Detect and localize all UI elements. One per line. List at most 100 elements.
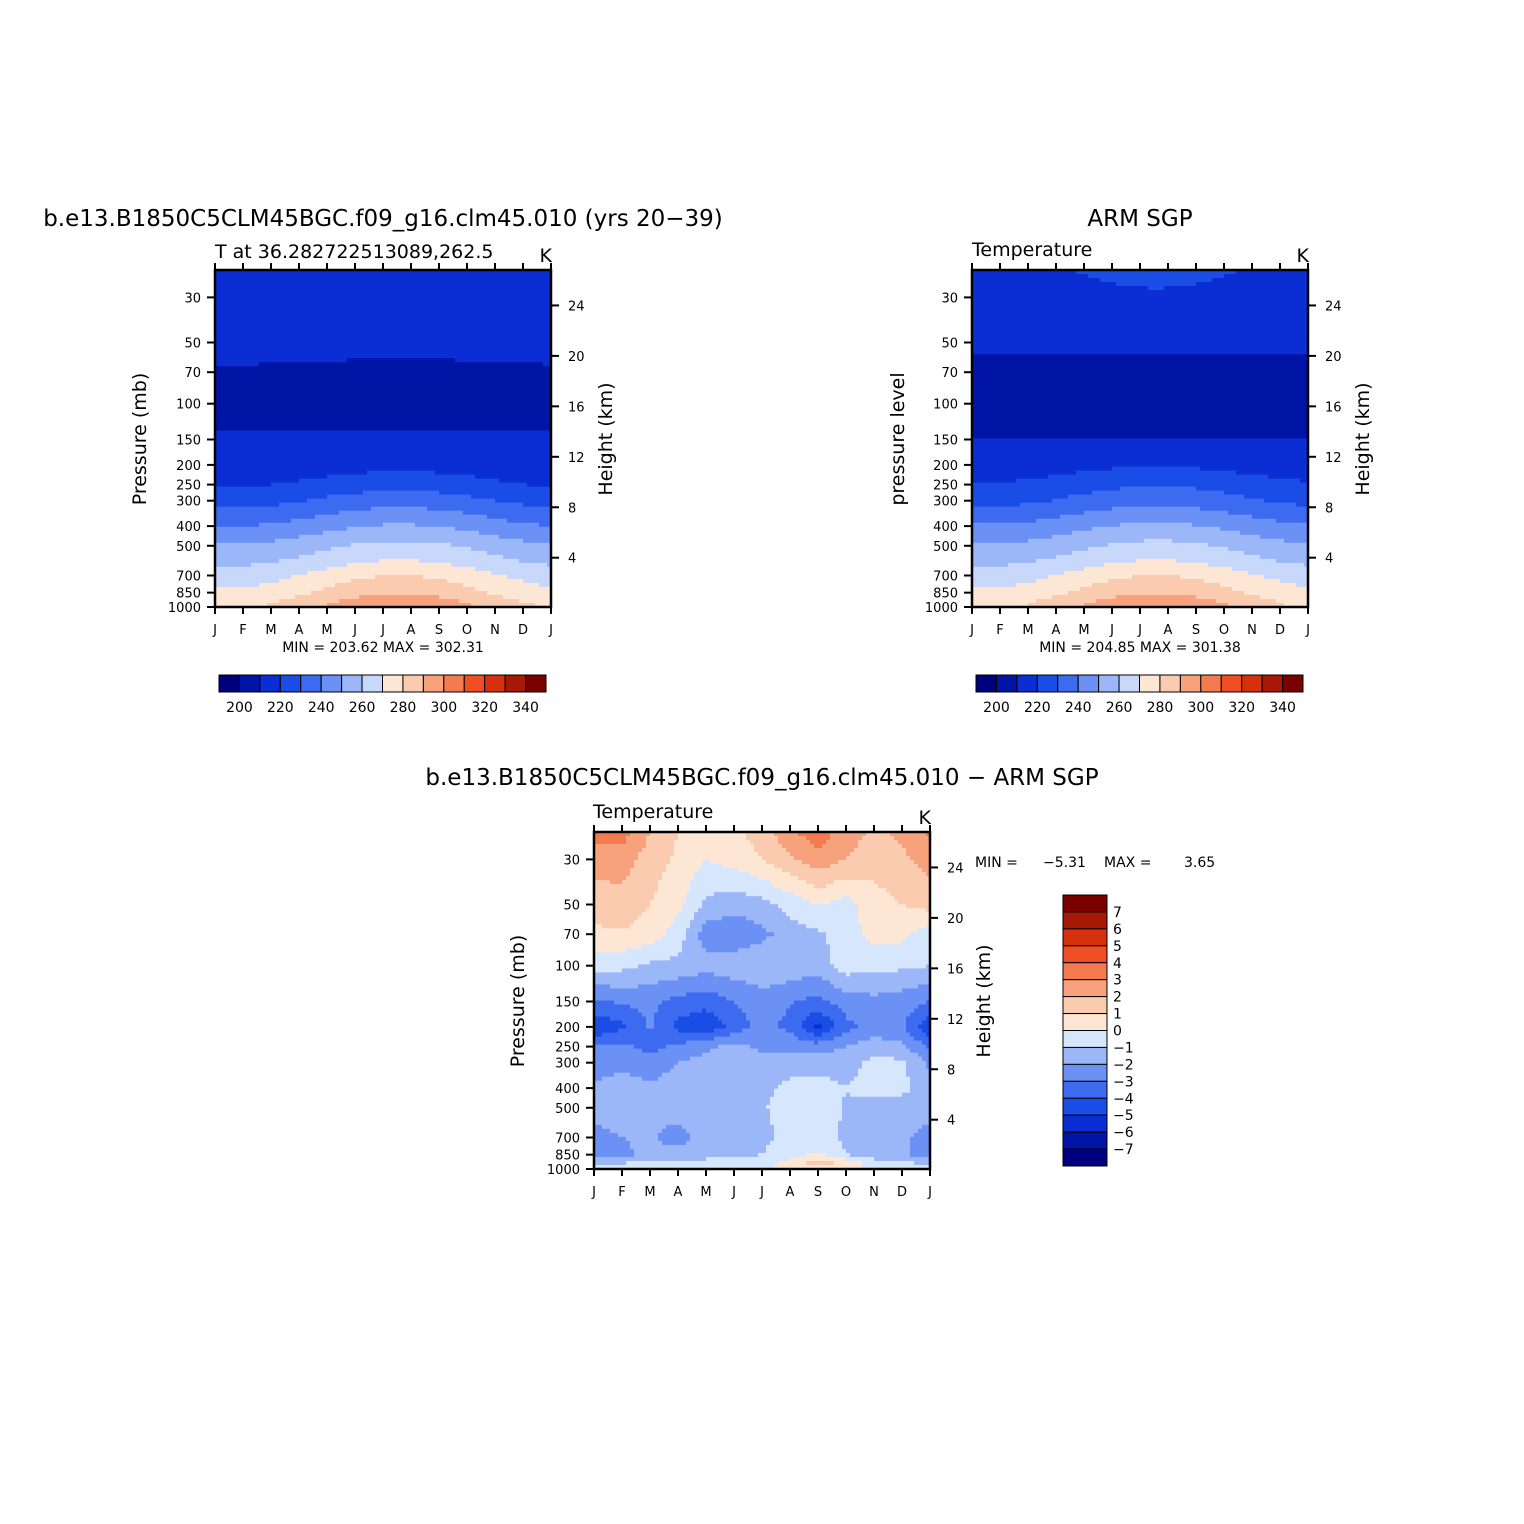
- contour-cell: [379, 330, 384, 335]
- contour-cell: [367, 342, 372, 347]
- contour-cell: [463, 358, 468, 363]
- contour-cell: [491, 426, 496, 432]
- contour-cell: [487, 462, 492, 468]
- contour-cell: [239, 406, 244, 412]
- contour-cell: [391, 490, 396, 496]
- contour-cell: [339, 434, 344, 440]
- contour-cell: [539, 426, 544, 432]
- contour-cell: [479, 394, 484, 399]
- contour-cell: [499, 414, 504, 420]
- contour-cell: [355, 450, 360, 456]
- contour-cell: [427, 298, 432, 303]
- contour-cell: [375, 482, 380, 488]
- contour-cell: [247, 462, 252, 468]
- contour-cell: [283, 334, 288, 339]
- contour-cell: [267, 482, 272, 488]
- contour-cell: [451, 406, 456, 412]
- contour-cell: [299, 326, 304, 331]
- contour-cell: [531, 406, 536, 412]
- contour-cell: [511, 434, 516, 440]
- contour-cell: [503, 314, 508, 319]
- contour-cell: [419, 366, 424, 371]
- contour-cell: [471, 406, 476, 412]
- contour-cell: [223, 486, 228, 492]
- contour-cell: [431, 314, 436, 319]
- contour-cell: [503, 346, 508, 351]
- contour-cell: [491, 322, 496, 327]
- contour-cell: [499, 278, 504, 283]
- contour-cell: [223, 334, 228, 339]
- contour-cell: [263, 374, 268, 379]
- contour-cell: [383, 486, 388, 492]
- contour-cell: [271, 330, 276, 335]
- contour-cell: [535, 302, 540, 307]
- contour-cell: [259, 354, 264, 359]
- contour-cell: [327, 450, 332, 456]
- contour-cell: [503, 334, 508, 339]
- contour-cell: [319, 390, 324, 395]
- contour-cell: [359, 358, 364, 363]
- contour-cell: [435, 326, 440, 331]
- contour-cell: [511, 370, 516, 375]
- contour-cell: [315, 434, 320, 440]
- contour-cell: [367, 314, 372, 319]
- contour-cell: [347, 302, 352, 307]
- contour-cell: [299, 346, 304, 351]
- contour-cell: [523, 402, 528, 407]
- contour-cell: [527, 378, 532, 383]
- contour-cell: [419, 406, 424, 412]
- contour-cell: [347, 482, 352, 488]
- contour-cell: [391, 450, 396, 456]
- contour-cell: [331, 386, 336, 391]
- contour-cell: [459, 350, 464, 355]
- contour-cell: [483, 338, 488, 343]
- contour-cell: [283, 494, 288, 500]
- contour-cell: [423, 338, 428, 343]
- contour-cell: [227, 314, 232, 319]
- contour-cell: [515, 282, 520, 287]
- contour-cell: [451, 470, 456, 476]
- contour-cell: [407, 370, 412, 375]
- contour-cell: [407, 494, 412, 500]
- contour-cell: [427, 498, 432, 504]
- contour-cell: [255, 322, 260, 327]
- contour-cell: [303, 442, 308, 448]
- contour-cell: [547, 458, 552, 464]
- contour-cell: [447, 302, 452, 307]
- contour-cell: [311, 326, 316, 331]
- contour-cell: [423, 298, 428, 303]
- contour-cell: [363, 410, 368, 416]
- contour-cell: [511, 402, 516, 407]
- contour-cell: [379, 454, 384, 460]
- contour-cell: [347, 290, 352, 295]
- contour-cell: [227, 450, 232, 456]
- contour-cell: [399, 270, 404, 275]
- contour-cell: [471, 378, 476, 383]
- contour-cell: [423, 474, 428, 480]
- contour-cell: [227, 406, 232, 412]
- contour-cell: [387, 378, 392, 383]
- contour-cell: [311, 342, 316, 347]
- contour-cell: [479, 290, 484, 295]
- contour-cell: [287, 470, 292, 476]
- contour-cell: [299, 454, 304, 460]
- contour-cell: [371, 346, 376, 351]
- contour-cell: [367, 478, 372, 484]
- contour-cell: [519, 354, 524, 359]
- contour-cell: [259, 330, 264, 335]
- contour-cell: [219, 302, 224, 307]
- contour-cell: [351, 306, 356, 311]
- contour-cell: [391, 386, 396, 391]
- contour-cell: [539, 390, 544, 395]
- contour-cell: [271, 294, 276, 299]
- contour-cell: [363, 390, 368, 395]
- contour-cell: [523, 270, 528, 275]
- contour-cell: [423, 414, 428, 420]
- contour-cell: [483, 386, 488, 391]
- contour-cell: [539, 402, 544, 407]
- contour-cell: [507, 382, 512, 387]
- contour-cell: [283, 430, 288, 436]
- contour-cell: [507, 330, 512, 335]
- contour-cell: [331, 466, 336, 472]
- contour-cell: [315, 462, 320, 468]
